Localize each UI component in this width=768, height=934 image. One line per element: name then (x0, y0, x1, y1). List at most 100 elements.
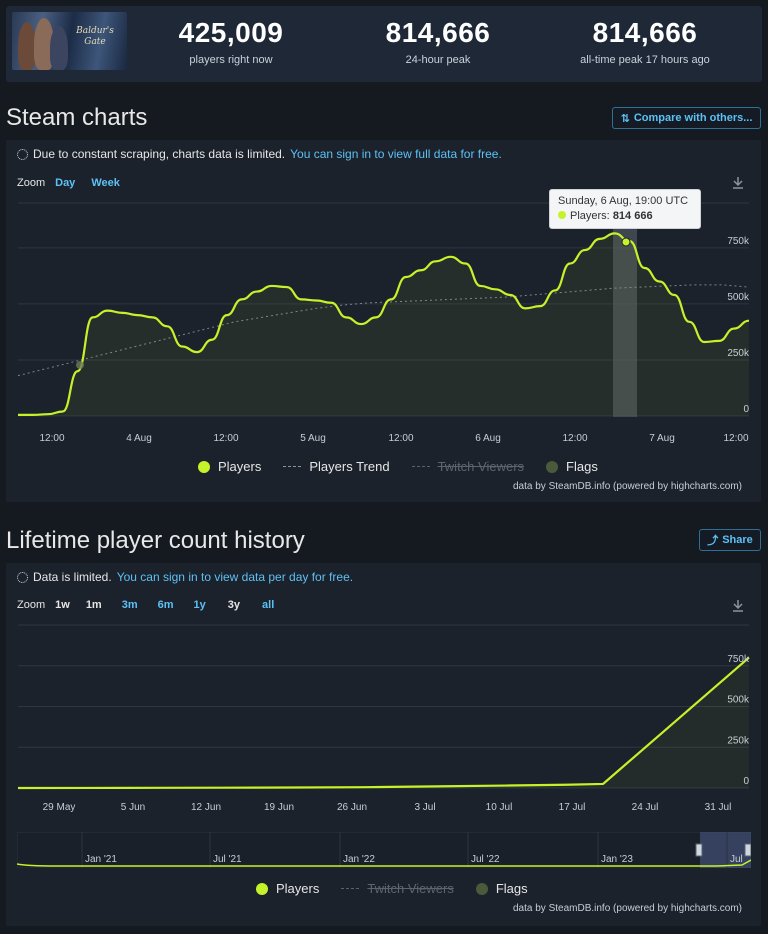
tooltip-dot-icon (558, 211, 566, 219)
lifetime-legend-twitch[interactable]: Twitch Viewers (367, 881, 454, 896)
navigator-tick-label: Jan '22 (343, 854, 375, 865)
download-icon-2[interactable] (730, 598, 746, 614)
zoom-3m-button[interactable]: 3m (121, 599, 138, 611)
lifetime-notice-text: Data is limited. (33, 570, 112, 584)
tooltip-value: 814 666 (612, 210, 653, 222)
y-tick-label: 250k (727, 348, 750, 359)
range-navigator[interactable]: Jan '21 Jul '21 Jan '22 Jul '22 Jan '23 Jul (17, 832, 751, 868)
x-tick-label: 4 Aug (126, 433, 152, 444)
x-tick-label: 5 Aug (300, 433, 326, 444)
x-tick-label: 26 Jun (337, 802, 367, 813)
alltime-value: 814,666 (592, 17, 698, 48)
lifetime-signin-link[interactable]: You can sign in to view data per day for… (116, 570, 354, 584)
zoom-all-button[interactable]: all (262, 599, 275, 611)
lifetime-credit[interactable]: data by SteamDB.info (powered by highcha… (513, 903, 742, 914)
dotted-circle-icon (17, 148, 28, 160)
x-tick-label: 5 Jun (121, 802, 145, 813)
x-tick-label: 31 Jul (705, 802, 732, 813)
charts-signin-link[interactable]: You can sign in to view full data for fr… (290, 147, 502, 161)
charts-legend: Players Players Trend Twitch Viewers Fla… (198, 459, 598, 474)
lifetime-legend-flags[interactable]: Flags (495, 881, 528, 896)
game-banner-image[interactable]: Baldur's Gate (12, 12, 127, 70)
share-icon: ⤴ (707, 535, 719, 547)
lifetime-legend-flags-dot-icon (475, 882, 488, 895)
lifetime-title: Lifetime player count history (6, 527, 305, 554)
flag-marker[interactable] (76, 361, 84, 369)
navigator-tick-label: Jul '22 (471, 854, 500, 865)
charts-credit[interactable]: data by SteamDB.info (powered by highcha… (513, 481, 742, 492)
x-tick-label: 12:00 (213, 433, 238, 444)
x-tick-label: 12 Jun (191, 802, 221, 813)
legend-trend[interactable]: Players Trend (309, 459, 390, 474)
charts-notice: Due to constant scraping, charts data is… (17, 147, 502, 161)
charts-notice-text: Due to constant scraping, charts data is… (33, 147, 286, 161)
tooltip-series: Players: (570, 210, 610, 222)
y-tick-label: 750k (727, 236, 750, 247)
zoom-1y-button[interactable]: 1y (193, 599, 206, 611)
lifetime-players-line (17, 656, 750, 790)
lifetime-notice: Data is limited. You can sign in to view… (17, 570, 353, 584)
y-tick-label: 500k (727, 292, 750, 303)
compare-button-label: Compare with others... (633, 112, 753, 124)
y-tick-label: 750k (727, 654, 750, 665)
x-tick-label: 12:00 (39, 433, 64, 444)
alltime-label: all-time peak 17 hours ago (580, 54, 710, 66)
steam-charts-title: Steam charts (6, 104, 148, 131)
download-icon[interactable] (730, 175, 746, 191)
x-tick-label: 3 Jul (414, 802, 435, 813)
navigator-left-handle-icon[interactable] (695, 843, 703, 857)
legend-players[interactable]: Players (218, 459, 262, 474)
navigator-tick-label: Jan '21 (85, 854, 117, 865)
navigator-selection[interactable] (700, 832, 751, 868)
current-players-label: players right now (189, 54, 273, 66)
zoom-1m-button[interactable]: 1m (85, 599, 102, 611)
zoom-6m-button[interactable]: 6m (157, 599, 174, 611)
legend-twitch-line-icon (411, 466, 430, 467)
y-tick-label: 0 (743, 404, 749, 415)
x-tick-label: 29 May (43, 802, 76, 813)
share-button[interactable]: ⤴ Share (699, 529, 761, 551)
navigator-tick-label: Jul (730, 854, 743, 865)
lifetime-legend-players[interactable]: Players (276, 881, 320, 896)
zoom-week-button[interactable]: Week (91, 177, 120, 189)
lifetime-zoom-label: Zoom (17, 599, 46, 611)
x-tick-label: 7 Aug (649, 433, 675, 444)
x-tick-label: 17 Jul (559, 802, 586, 813)
steam-chart[interactable]: 0 250k 500k 750k 12:00 4 Aug 12:00 5 Aug 12:00 6… (6, 195, 761, 450)
zoom-3y-button[interactable]: 3y (227, 599, 241, 611)
legend-twitch[interactable]: Twitch Viewers (437, 459, 525, 474)
navigator-line (17, 859, 751, 867)
zoom-day-button[interactable]: Day (55, 177, 76, 189)
trend-line (17, 284, 750, 377)
stats-bar (6, 6, 762, 82)
y-tick-label: 500k (727, 695, 750, 706)
legend-trend-line-icon (283, 466, 302, 467)
legend-players-dot-icon (198, 460, 210, 473)
stat-alltime-peak: 814,666 all-time peak 17 hours ago (550, 17, 740, 67)
legend-flags[interactable]: Flags (566, 459, 598, 474)
zoom-1w-button[interactable]: 1w (55, 599, 70, 611)
x-tick-label: 24 Jul (632, 802, 659, 813)
charts-zoom-label: Zoom (17, 177, 46, 189)
lifetime-legend: Players Twitch Viewers Flags (256, 881, 528, 896)
navigator-tick-label: Jan '23 (601, 854, 633, 865)
highlight-point[interactable] (621, 237, 631, 247)
navigator-right-handle-icon[interactable] (744, 843, 751, 857)
legend-flags-dot-icon (546, 460, 559, 473)
peak24-value: 814,666 (385, 17, 491, 48)
y-tick-label: 250k (727, 735, 750, 746)
chart-tooltip: Sunday, 6 Aug, 19:00 UTC Players: 814 66… (549, 189, 701, 229)
tooltip-row: Players: 814 666 (558, 209, 692, 224)
game-logo-text: Baldur's Gate (76, 26, 114, 47)
x-tick-label: 19 Jun (264, 802, 294, 813)
y-tick-label: 0 (743, 776, 749, 787)
share-button-label: Share (722, 534, 753, 546)
x-tick-label: 12:00 (562, 433, 587, 444)
lifetime-chart[interactable]: 0 250k 500k 750k 29 May 5 Jun 12 Jun 19 Jun 26 … (6, 618, 761, 818)
lifetime-legend-players-dot-icon (256, 882, 268, 895)
tooltip-date: Sunday, 6 Aug, 19:00 UTC (558, 195, 689, 207)
compare-icon: ⇅ (620, 112, 630, 125)
stat-current-players: 425,009 players right now (136, 18, 326, 67)
x-tick-label: 6 Aug (475, 433, 501, 444)
compare-button[interactable]: ⇅ Compare with others... (612, 107, 761, 129)
